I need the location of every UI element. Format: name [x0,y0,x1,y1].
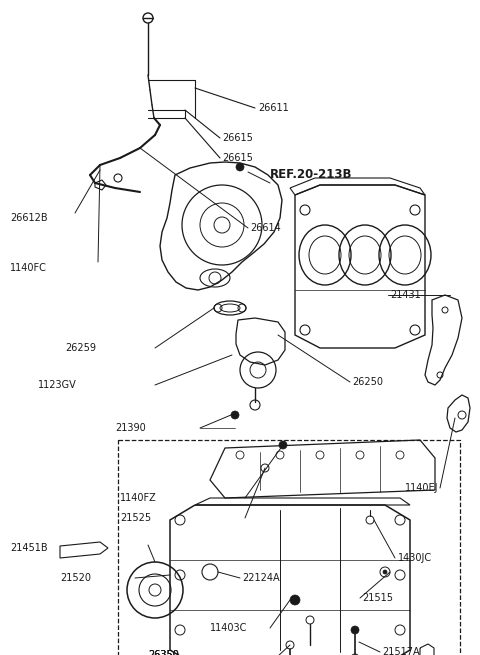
Text: 21515: 21515 [362,593,393,603]
Text: 26259: 26259 [65,343,96,353]
Circle shape [236,163,244,171]
Bar [118,440,460,655]
Text: 1140EJ: 1140EJ [405,483,439,493]
Text: 1123GV: 1123GV [38,380,77,390]
Text: 21520: 21520 [60,573,91,583]
Circle shape [279,441,287,449]
Circle shape [383,570,387,574]
Circle shape [231,411,239,419]
Text: REF.20-213B: REF.20-213B [270,168,352,181]
Text: 26615: 26615 [222,153,253,163]
Text: 22124A: 22124A [242,573,280,583]
Text: 26611: 26611 [258,103,289,113]
Text: 26250: 26250 [352,377,383,387]
Circle shape [290,595,300,605]
Text: 1140FZ: 1140FZ [120,493,157,503]
Text: 1140FC: 1140FC [10,263,47,273]
Text: 26614: 26614 [250,223,281,233]
Text: 21431: 21431 [390,290,421,300]
Text: 26612B: 26612B [10,213,48,223]
Text: 21517A: 21517A [382,647,420,655]
Text: 21525: 21525 [120,513,151,523]
Circle shape [351,626,359,634]
Text: 26615: 26615 [222,133,253,143]
Text: 21390: 21390 [115,423,146,433]
Text: 26350: 26350 [148,650,179,655]
Text: 26350: 26350 [148,650,179,655]
Text: 11403C: 11403C [210,623,247,633]
Text: 21451B: 21451B [10,543,48,553]
Text: 26350: 26350 [148,650,179,655]
Text: 1430JC: 1430JC [398,553,432,563]
